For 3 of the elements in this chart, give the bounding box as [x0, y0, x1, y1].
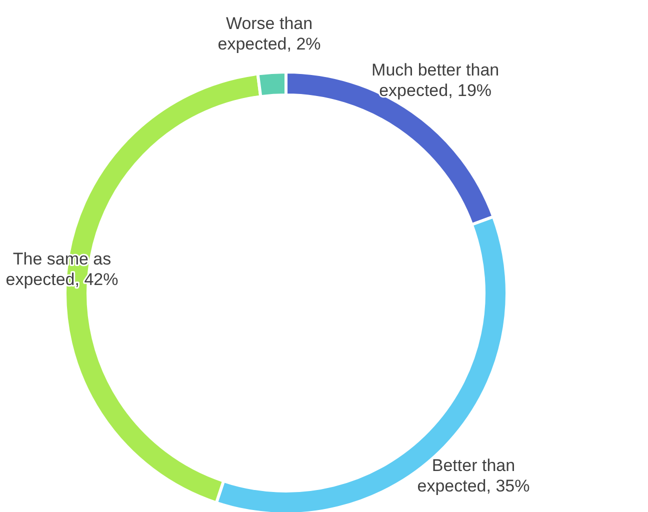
slice-label: Better than expected, 35% — [417, 456, 530, 496]
slice-label: Much better than expected, 19% — [372, 60, 500, 100]
slice-label: Worse than expected, 2% — [218, 14, 321, 54]
